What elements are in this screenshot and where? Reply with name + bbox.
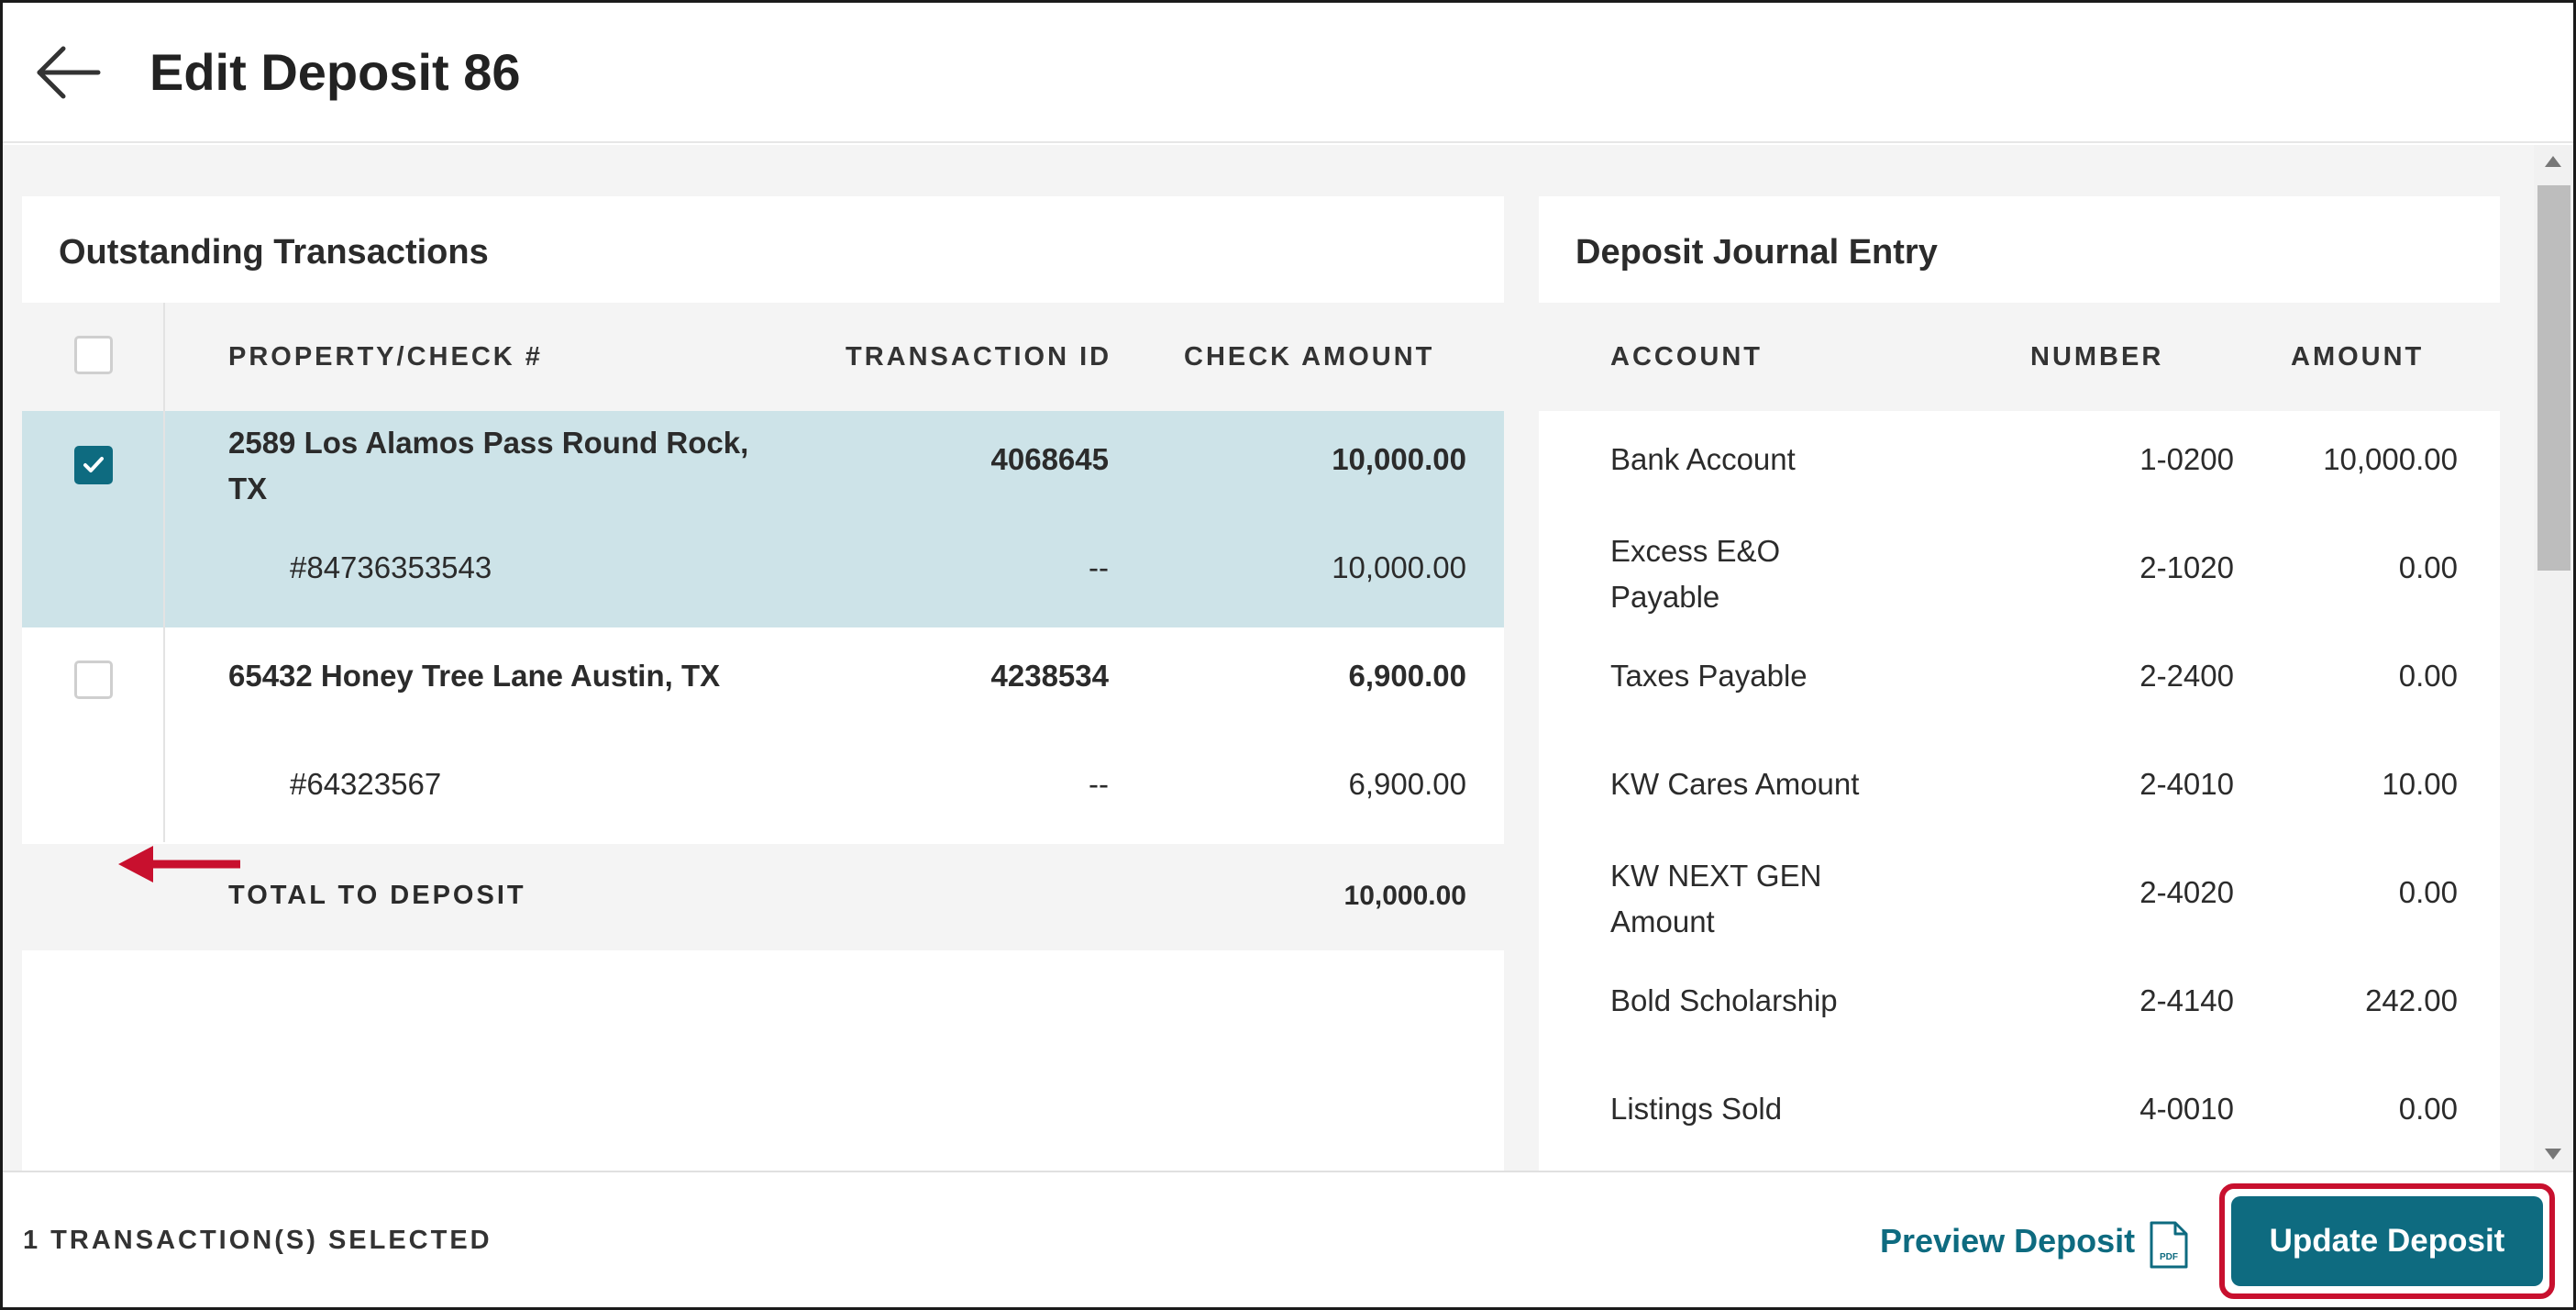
preview-deposit-link[interactable]: Preview Deposit <box>1880 1222 2136 1260</box>
deposit-journal-panel: Deposit Journal Entry ACCOUNT NUMBER AMO… <box>1539 196 2500 1171</box>
check-sub-amount: 6,900.00 <box>1348 767 1466 801</box>
total-label: TOTAL TO DEPOSIT <box>228 881 526 910</box>
account-amount: 0.00 <box>2398 1092 2458 1126</box>
account-name: KW Cares Amount <box>1610 767 1860 801</box>
column-header-property[interactable]: PROPERTY/CHECK # <box>228 342 543 372</box>
page-footer: 1 TRANSACTION(S) SELECTED Preview Deposi… <box>3 1171 2573 1307</box>
account-name: Listings Sold <box>1610 1092 1783 1126</box>
select-all-checkbox[interactable] <box>74 336 113 374</box>
column-header-check-amount[interactable]: CHECK AMOUNT <box>1184 342 1435 372</box>
account-number: 2-1020 <box>2139 550 2234 584</box>
account-number: 2-4010 <box>2139 767 2234 801</box>
account-amount: 0.00 <box>2398 550 2458 584</box>
transaction-id: 4068645 <box>990 442 1109 476</box>
table-row[interactable]: 2589 Los Alamos Pass Round Rock, TX 4068… <box>22 411 1504 627</box>
update-deposit-button[interactable]: Update Deposit <box>2231 1196 2543 1286</box>
scroll-thumb[interactable] <box>2537 185 2570 571</box>
account-name: Bold Scholarship <box>1610 983 1838 1017</box>
pdf-file-icon[interactable]: PDF <box>2149 1220 2189 1270</box>
check-amount: 6,900.00 <box>1348 659 1466 693</box>
property-address: 2589 Los Alamos Pass Round Rock, TX <box>228 426 749 505</box>
arrow-left-icon[interactable] <box>34 38 104 107</box>
property-address: 65432 Honey Tree Lane Austin, TX <box>228 659 721 693</box>
column-divider <box>163 303 165 842</box>
row-checkbox[interactable] <box>74 661 113 699</box>
account-amount: 242.00 <box>2365 983 2458 1017</box>
check-sub-amount: 10,000.00 <box>1332 550 1466 584</box>
account-number: 4-0010 <box>2139 1092 2234 1126</box>
outstanding-table-header: PROPERTY/CHECK # TRANSACTION ID CHECK AM… <box>22 303 1504 411</box>
total-amount: 10,000.00 <box>1343 881 1466 911</box>
transaction-id: 4238534 <box>990 659 1109 693</box>
total-row: TOTAL TO DEPOSIT 10,000.00 <box>22 844 1504 950</box>
deposit-journal-title: Deposit Journal Entry <box>1575 233 1938 272</box>
journal-row: KW NEXT GEN Amount 2-4020 0.00 <box>1539 844 2500 952</box>
account-amount: 10.00 <box>2382 767 2458 801</box>
journal-row: Bold Scholarship 2-4140 242.00 <box>1539 952 2500 1060</box>
check-transaction-id: -- <box>1089 767 1109 801</box>
column-header-number[interactable]: NUMBER <box>2030 342 2164 372</box>
page-header: Edit Deposit 86 <box>3 3 2573 143</box>
column-header-transaction-id[interactable]: TRANSACTION ID <box>846 342 1112 372</box>
table-row[interactable]: 65432 Honey Tree Lane Austin, TX 4238534… <box>22 627 1504 844</box>
check-number: #84736353543 <box>290 550 492 584</box>
journal-row: Listings Sold 4-0010 0.00 <box>1539 1060 2500 1169</box>
account-number: 2-4140 <box>2139 983 2234 1017</box>
content-area: Outstanding Transactions PROPERTY/CHECK … <box>3 145 2534 1171</box>
account-name: Bank Account <box>1610 442 1796 476</box>
journal-table-header: ACCOUNT NUMBER AMOUNT <box>1539 303 2500 411</box>
column-header-account[interactable]: ACCOUNT <box>1610 342 1763 372</box>
red-arrow-icon <box>118 846 240 883</box>
account-number: 2-4020 <box>2139 875 2234 909</box>
account-name: KW NEXT GEN Amount <box>1610 859 1822 938</box>
account-number: 1-0200 <box>2139 442 2234 476</box>
check-number: #64323567 <box>290 767 442 801</box>
check-transaction-id: -- <box>1089 550 1109 584</box>
pdf-badge-text: PDF <box>2160 1252 2178 1262</box>
column-header-amount[interactable]: AMOUNT <box>2291 342 2425 372</box>
outstanding-transactions-panel: Outstanding Transactions PROPERTY/CHECK … <box>22 196 1504 1171</box>
journal-row: Excess E&O Payable 2-1020 0.00 <box>1539 519 2500 627</box>
page-title: Edit Deposit 86 <box>149 43 521 101</box>
journal-row: Bank Account 1-0200 10,000.00 <box>1539 411 2500 519</box>
journal-row: KW Cares Amount 2-4010 10.00 <box>1539 736 2500 844</box>
checkmark-icon <box>83 457 104 472</box>
check-amount: 10,000.00 <box>1332 442 1466 476</box>
row-checkbox[interactable] <box>74 446 113 484</box>
scroll-down-arrow-icon[interactable] <box>2545 1149 2561 1160</box>
account-name: Excess E&O Payable <box>1610 534 1781 614</box>
account-amount: 10,000.00 <box>2323 442 2458 476</box>
journal-row: Taxes Payable 2-2400 0.00 <box>1539 627 2500 736</box>
account-amount: 0.00 <box>2398 875 2458 909</box>
update-button-highlight <box>2219 1183 2555 1299</box>
account-amount: 0.00 <box>2398 659 2458 693</box>
scroll-up-arrow-icon[interactable] <box>2545 156 2561 167</box>
account-name: Taxes Payable <box>1610 659 1808 693</box>
account-number: 2-2400 <box>2139 659 2234 693</box>
outstanding-transactions-title: Outstanding Transactions <box>59 233 489 272</box>
vertical-scrollbar[interactable] <box>2534 145 2573 1171</box>
selection-status: 1 TRANSACTION(S) SELECTED <box>23 1226 492 1255</box>
